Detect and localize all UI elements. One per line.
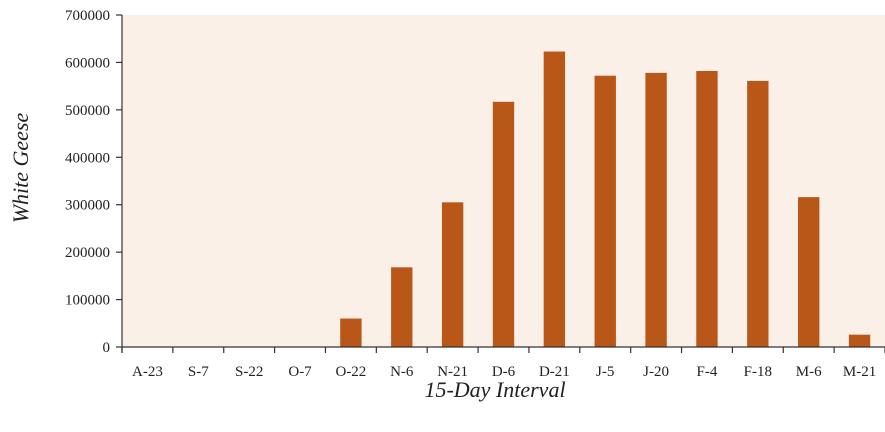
y-tick-label: 200000 bbox=[65, 245, 110, 261]
x-tick-label: M-21 bbox=[843, 364, 876, 380]
x-tick-label: M-6 bbox=[796, 364, 822, 380]
y-tick-label: 300000 bbox=[65, 198, 110, 214]
x-tick-label: S-7 bbox=[188, 364, 209, 380]
x-tick-label: A-23 bbox=[132, 364, 163, 380]
bar-F-18 bbox=[747, 80, 769, 348]
bar-N-21 bbox=[441, 202, 464, 347]
x-tick-label: J-20 bbox=[643, 364, 669, 380]
y-tick-label: 700000 bbox=[65, 8, 110, 24]
bar-D-6 bbox=[492, 101, 515, 347]
x-tick-label: D-6 bbox=[492, 364, 516, 380]
x-tick-label: J-5 bbox=[596, 364, 614, 380]
y-tick-label: 100000 bbox=[65, 293, 110, 309]
bar-O-22 bbox=[340, 318, 362, 347]
x-tick-label: D-21 bbox=[539, 364, 570, 380]
bar-M-21 bbox=[848, 334, 871, 347]
y-tick-label: 400000 bbox=[65, 150, 110, 166]
x-ticks-group: A-23 S-7 S-22 O-7 O-22 N-6 N-21 D-6 D-21 J-5 J-20 F… bbox=[121, 347, 885, 380]
bar-J-5 bbox=[594, 75, 616, 348]
y-tick-label: 0 bbox=[103, 340, 111, 356]
bar-F-4 bbox=[696, 70, 718, 347]
x-tick-label: N-6 bbox=[390, 364, 414, 380]
x-tick-label: F-4 bbox=[697, 364, 718, 380]
x-axis-title: 15-Day Interval bbox=[424, 377, 565, 402]
y-axis-title: White Geese bbox=[8, 112, 33, 223]
y-ticks-group: 0 100000 200000 300000 400000 500000 600000 700… bbox=[65, 8, 122, 356]
y-tick-label: 500000 bbox=[65, 103, 110, 119]
x-tick-label: F-18 bbox=[744, 364, 772, 380]
bar-J-20 bbox=[645, 72, 667, 348]
x-tick-label: N-21 bbox=[437, 364, 468, 380]
bar-N-6 bbox=[391, 267, 413, 347]
x-tick-label: O-7 bbox=[288, 364, 312, 380]
y-tick-label: 600000 bbox=[65, 55, 110, 71]
bar-M-6 bbox=[798, 197, 820, 347]
bars-group bbox=[340, 51, 871, 348]
x-tick-label: S-22 bbox=[235, 364, 263, 380]
bar-D-21 bbox=[543, 51, 566, 348]
x-tick-label: O-22 bbox=[335, 364, 366, 380]
